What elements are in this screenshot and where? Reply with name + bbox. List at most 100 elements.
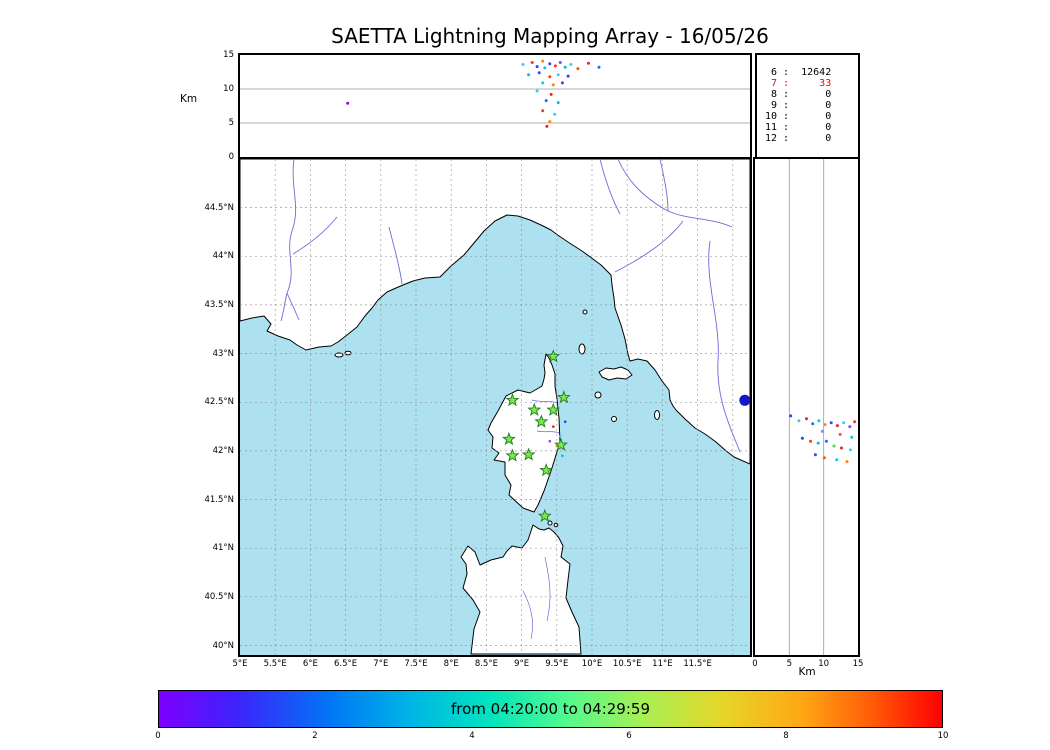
lon-tick-label: 10°E — [581, 659, 603, 669]
source-point — [832, 444, 836, 448]
strait-island-1 — [547, 520, 553, 526]
station-star-marker — [505, 448, 520, 462]
source-point — [549, 92, 553, 96]
source-point — [853, 420, 857, 424]
station-star-marker — [556, 390, 571, 404]
lon-tick-label: 7°E — [373, 659, 389, 669]
lat-tick-label: 40°N — [212, 640, 234, 651]
river — [599, 159, 621, 215]
mainland-coast — [240, 159, 750, 465]
source-point — [797, 419, 801, 423]
lat-tick-label: 40.5°N — [204, 591, 234, 602]
station-star-marker — [534, 414, 549, 428]
source-point — [838, 432, 842, 436]
source-point — [548, 62, 552, 66]
source-point — [541, 81, 545, 85]
source-point — [551, 83, 555, 87]
source-point — [560, 81, 564, 85]
source-point — [811, 422, 815, 426]
source-point — [835, 458, 839, 462]
hyeres-island-1 — [334, 352, 344, 358]
elba-island — [598, 366, 633, 381]
station-star-marker — [527, 402, 542, 416]
stats-row: 6 : 12642 — [765, 67, 832, 78]
lon-tick-label: 5.5°E — [263, 659, 287, 669]
capraia-island — [578, 343, 586, 355]
source-point — [561, 454, 564, 458]
source-point — [563, 420, 567, 424]
station-star-marker — [521, 447, 536, 461]
large-source-point — [739, 394, 750, 406]
landmasses — [240, 159, 750, 655]
colorbar-label: from 04:20:00 to 04:29:59 — [450, 700, 650, 718]
colorbar-tick-label: 2 — [312, 731, 318, 741]
alt-tick-label: 15 — [223, 50, 234, 60]
gorgona-island — [582, 309, 588, 315]
colorbar-tick-label: 4 — [469, 731, 475, 741]
stats-rows: 6 : 12642 7 : 33 8 : 0 9 : 0 10 : 0 11 : 0… — [757, 55, 858, 144]
river — [536, 430, 560, 434]
source-point — [835, 424, 839, 428]
source-point — [346, 101, 350, 105]
source-point — [556, 73, 560, 77]
chart-title: SAETTA Lightning Mapping Array - 16/05/2… — [331, 24, 769, 48]
river — [280, 159, 297, 322]
source-point — [563, 65, 567, 69]
source-point — [587, 61, 590, 65]
alt-tick-label: 5 — [228, 118, 234, 128]
lon-tick-label: 9°E — [514, 659, 530, 669]
source-point — [850, 435, 854, 439]
source-point — [548, 120, 552, 124]
alt-axis-label-top: Km — [180, 93, 198, 105]
source-point — [816, 441, 820, 445]
stats-row: 10 : 0 — [765, 111, 832, 122]
source-point — [530, 61, 534, 64]
river — [522, 590, 533, 640]
lat-tick-label: 42°N — [212, 445, 234, 456]
source-point — [553, 64, 557, 68]
source-point — [543, 66, 547, 70]
lon-tick-label: 9.5°E — [545, 659, 569, 669]
alt-vs-lon-panel — [240, 59, 750, 128]
source-point — [548, 75, 552, 79]
source-point — [823, 423, 827, 427]
station-markers — [501, 349, 571, 522]
source-point — [597, 65, 601, 69]
lon-tick-label: 11°E — [652, 659, 673, 669]
source-point — [535, 65, 539, 69]
stats-row: 11 : 0 — [765, 122, 832, 133]
source-point — [558, 61, 562, 64]
source-point — [789, 414, 793, 418]
lon-tick-label: 8.5°E — [474, 659, 498, 669]
lon-tick-label: 8°E — [443, 659, 459, 669]
colorbar-tick-label: 8 — [783, 731, 789, 741]
station-star-marker — [546, 349, 561, 363]
lat-tick-label: 41.5°N — [204, 494, 234, 505]
sardinia-island — [460, 524, 582, 655]
montecristo-island — [611, 416, 617, 422]
source-point — [535, 89, 539, 93]
source-point — [800, 436, 804, 440]
source-point — [559, 435, 562, 438]
alt-axis-label-right: Km — [798, 666, 816, 678]
river — [708, 240, 741, 453]
source-point — [840, 446, 843, 450]
station-star-marker — [539, 463, 554, 477]
station-star-marker — [546, 402, 561, 416]
source-point — [813, 453, 817, 457]
stats-row: 12 : 0 — [765, 133, 832, 144]
lat-tick-label: 42.5°N — [204, 397, 234, 408]
stats-row: 8 : 0 — [765, 89, 832, 100]
source-point — [556, 101, 560, 105]
stats-row: 7 : 33 — [765, 78, 832, 89]
map-graticule — [240, 159, 750, 655]
source-point — [553, 112, 557, 116]
lat-tick-label: 44.5°N — [204, 202, 234, 213]
alt-vs-lat-panel — [788, 159, 857, 655]
lat-tick-label: 44°N — [212, 251, 234, 262]
lon-tick-label: 10.5°E — [612, 659, 642, 669]
giglio-island — [654, 410, 660, 420]
river — [614, 220, 684, 273]
alt-tick-label: 0 — [752, 659, 758, 669]
station-star-marker — [554, 437, 568, 451]
